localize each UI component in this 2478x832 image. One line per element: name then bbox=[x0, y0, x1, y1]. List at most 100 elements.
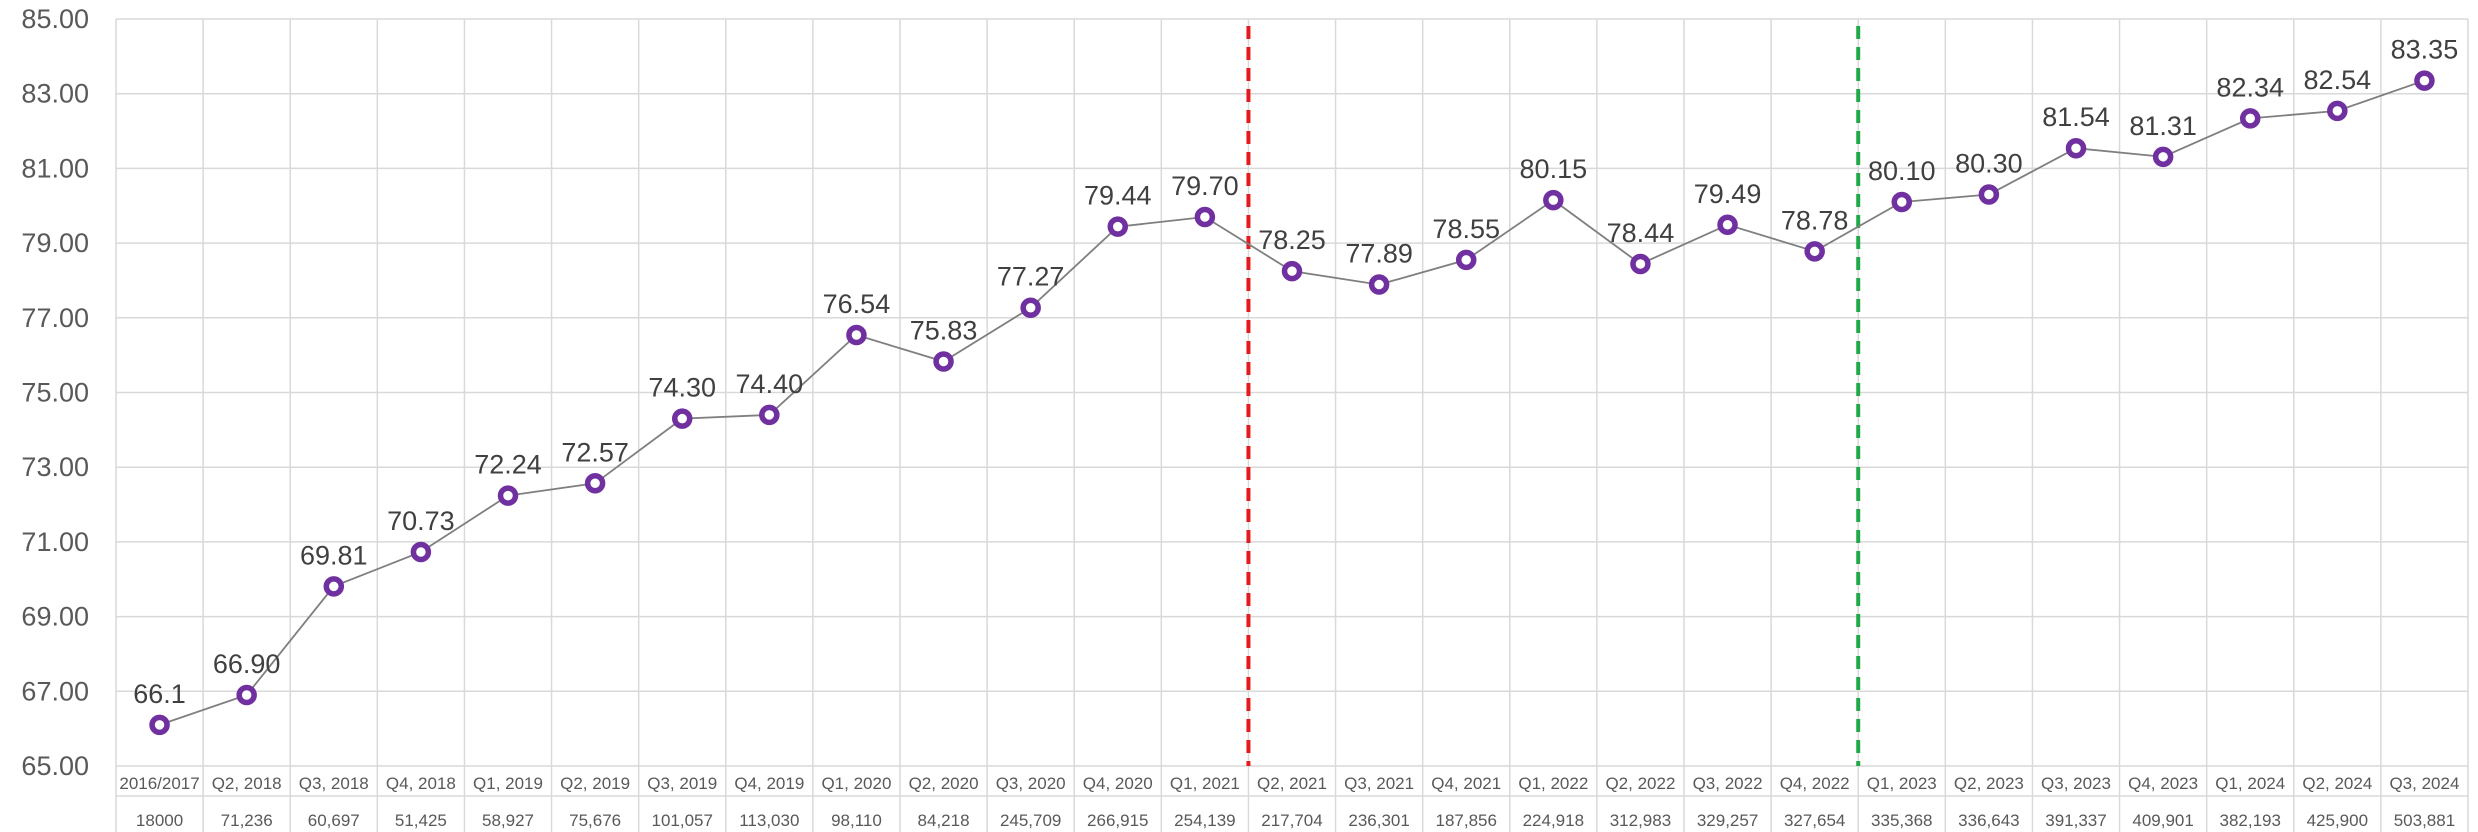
series-layer bbox=[159, 79, 2425, 726]
data-point bbox=[1717, 214, 1738, 236]
data-label: 74.40 bbox=[736, 369, 804, 399]
x-tick-label: Q1, 2023 bbox=[1867, 774, 1937, 793]
sample-size-label: 425,900 bbox=[2307, 811, 2368, 830]
data-label: 76.54 bbox=[823, 289, 891, 319]
data-label: 78.25 bbox=[1258, 225, 1326, 255]
sample-size-label: 18000 bbox=[136, 811, 183, 830]
sample-size-label: 266,915 bbox=[1087, 811, 1148, 830]
sample-size-label: 58,927 bbox=[482, 811, 534, 830]
sample-size-label: 336,643 bbox=[1958, 811, 2019, 830]
data-label: 66.1 bbox=[133, 679, 186, 709]
x-tick-label: Q4, 2019 bbox=[734, 774, 804, 793]
data-point bbox=[759, 404, 780, 426]
data-point bbox=[410, 541, 432, 563]
data-point bbox=[2414, 70, 2435, 91]
y-tick-label: 73.00 bbox=[21, 452, 89, 482]
reference-lines bbox=[1246, 26, 1861, 766]
sample-size-label: 187,856 bbox=[1435, 811, 1496, 830]
y-tick-label: 71.00 bbox=[21, 527, 89, 557]
x-tick-label: Q2, 2018 bbox=[212, 774, 282, 793]
data-label: 80.30 bbox=[1955, 149, 2023, 179]
x-tick-label: Q3, 2023 bbox=[2041, 774, 2111, 793]
sample-size-label: 391,337 bbox=[2045, 811, 2106, 830]
y-tick-label: 69.00 bbox=[21, 602, 89, 632]
sample-size-label: 409,901 bbox=[2132, 811, 2193, 830]
data-point bbox=[846, 324, 867, 346]
sample-size-label: 312,983 bbox=[1610, 811, 1671, 830]
sample-size-label: 327,654 bbox=[1784, 811, 1845, 830]
data-point bbox=[933, 351, 954, 372]
x-tick-label: 2016/2017 bbox=[119, 774, 199, 793]
data-point bbox=[2152, 146, 2174, 168]
sample-size-label: 75,676 bbox=[569, 811, 621, 830]
sample-size-label: 217,704 bbox=[1261, 811, 1322, 830]
data-label: 72.24 bbox=[474, 450, 542, 480]
data-label: 81.54 bbox=[2042, 102, 2110, 132]
x-tick-label: Q4, 2018 bbox=[386, 774, 456, 793]
x-tick-label: Q2, 2023 bbox=[1954, 774, 2024, 793]
sample-size-label: 71,236 bbox=[221, 811, 273, 830]
x-tick-label: Q2, 2020 bbox=[909, 774, 979, 793]
data-point bbox=[2065, 137, 2087, 159]
data-point bbox=[149, 714, 170, 736]
data-point bbox=[1368, 274, 1390, 295]
data-point bbox=[236, 684, 257, 706]
y-tick-label: 75.00 bbox=[21, 378, 89, 408]
y-tick-label: 83.00 bbox=[21, 79, 89, 109]
data-point bbox=[1455, 249, 1477, 271]
sample-size-label: 84,218 bbox=[918, 811, 970, 830]
data-label: 81.31 bbox=[2129, 111, 2197, 141]
x-tick-label: Q2, 2022 bbox=[1605, 774, 1675, 793]
sample-size-label: 98,110 bbox=[831, 811, 882, 830]
data-point bbox=[584, 473, 606, 494]
data-point bbox=[1891, 191, 1913, 213]
x-tick-label: Q4, 2022 bbox=[1780, 774, 1850, 793]
sample-size-label: 224,918 bbox=[1523, 811, 1584, 830]
y-axis: 65.00 67.00 69.00 71.00 73.00 75.00 77.00 79.00… bbox=[21, 4, 89, 781]
data-point bbox=[2327, 100, 2348, 122]
x-tick-label: Q2, 2024 bbox=[2302, 774, 2372, 793]
x-tick-label: Q3, 2021 bbox=[1344, 774, 1414, 793]
data-label: 79.70 bbox=[1171, 171, 1239, 201]
data-label: 66.90 bbox=[213, 649, 281, 679]
data-label: 75.83 bbox=[910, 315, 978, 345]
sample-size-label: 382,193 bbox=[2219, 811, 2280, 830]
sample-size-label: 60,697 bbox=[308, 811, 360, 830]
x-tick-label: Q4, 2021 bbox=[1431, 774, 1501, 793]
data-point bbox=[1107, 216, 1129, 237]
data-label: 77.89 bbox=[1345, 239, 1413, 269]
data-label: 69.81 bbox=[300, 540, 368, 570]
data-point bbox=[497, 485, 519, 506]
data-label: 78.44 bbox=[1607, 218, 1675, 248]
data-point bbox=[671, 408, 693, 429]
data-label: 70.73 bbox=[387, 506, 455, 536]
sample-size-label: 101,057 bbox=[651, 811, 712, 830]
marker-layer bbox=[149, 70, 2435, 736]
x-tick-label: Q1, 2024 bbox=[2215, 774, 2285, 793]
data-label: 83.35 bbox=[2391, 35, 2459, 65]
data-point bbox=[1978, 184, 2000, 205]
x-tick-label: Q3, 2019 bbox=[647, 774, 717, 793]
sample-size-label: 236,301 bbox=[1348, 811, 1409, 830]
sample-size-label: 51,425 bbox=[395, 811, 447, 830]
data-label: 80.10 bbox=[1868, 156, 1936, 186]
y-tick-label: 81.00 bbox=[21, 153, 89, 183]
data-point bbox=[1281, 260, 1303, 282]
data-label: 82.54 bbox=[2304, 65, 2372, 95]
data-label: 80.15 bbox=[1520, 154, 1588, 184]
x-tick-label: Q1, 2021 bbox=[1170, 774, 1240, 793]
data-point bbox=[1194, 206, 1216, 228]
x-tick-label: Q1, 2020 bbox=[821, 774, 891, 793]
x-tick-label: Q3, 2018 bbox=[299, 774, 369, 793]
data-point bbox=[1630, 253, 1651, 275]
x-tick-label: Q4, 2023 bbox=[2128, 774, 2198, 793]
data-label-layer: 66.1 66.90 69.81 70.73 72.24 72.57 74.30 74.40 7… bbox=[133, 35, 2458, 709]
data-point bbox=[323, 576, 345, 597]
data-label: 78.55 bbox=[1432, 214, 1500, 244]
data-label: 77.27 bbox=[997, 262, 1065, 292]
y-tick-label: 85.00 bbox=[21, 4, 89, 34]
x-tick-label: Q2, 2019 bbox=[560, 774, 630, 793]
y-tick-label: 67.00 bbox=[21, 676, 89, 706]
